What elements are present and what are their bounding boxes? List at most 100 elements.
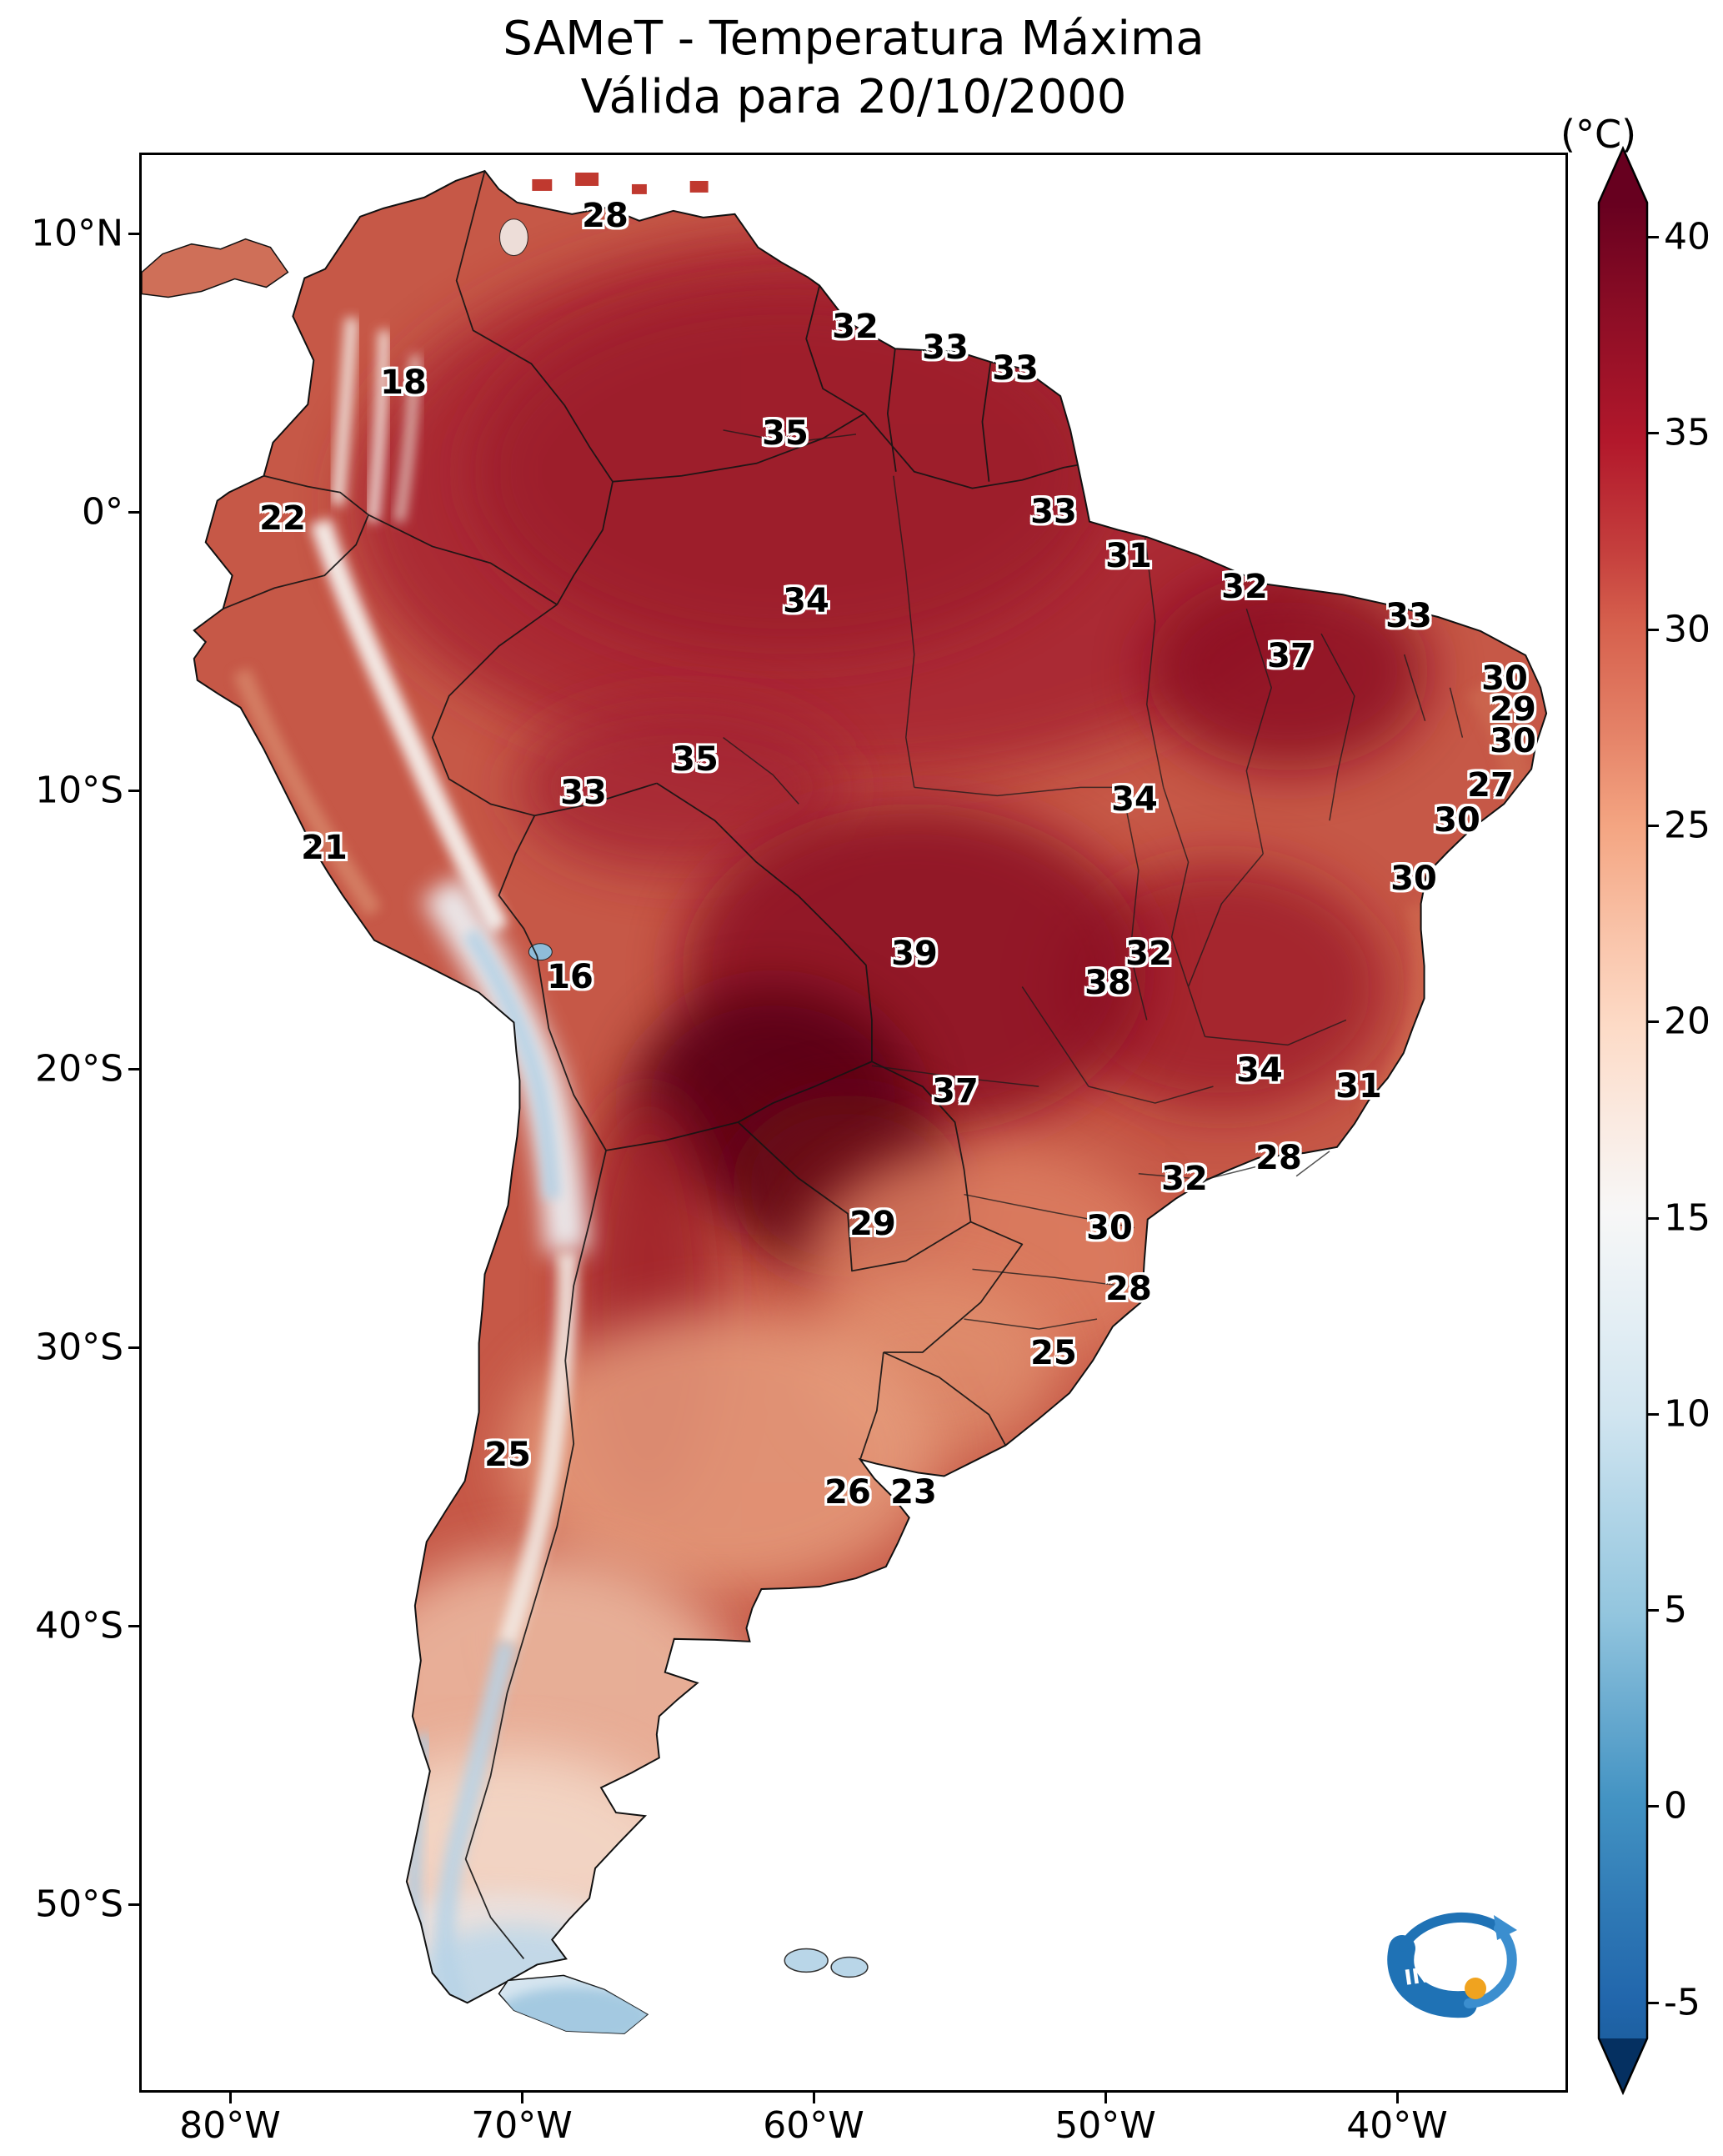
colorbar-tick-label: 5: [1664, 1588, 1687, 1632]
colorbar-tick-label: 0: [1664, 1784, 1687, 1828]
temperature-label: 34: [1236, 1051, 1283, 1090]
longitude-tick-mark: [813, 2093, 815, 2103]
temperature-label: 39: [891, 935, 938, 973]
colorbar-tick-mark: [1648, 1412, 1659, 1416]
temperature-label: 32: [1221, 568, 1268, 606]
panama-landmass: [142, 238, 289, 298]
latitude-tick-label: 20°S: [35, 1047, 123, 1091]
map-plot-area: INPE: [139, 153, 1568, 2093]
temperature-label: 37: [932, 1072, 979, 1111]
colorbar-tick-mark: [1648, 432, 1659, 435]
longitude-tick-mark: [521, 2093, 523, 2103]
longitude-tick-label: 60°W: [763, 2104, 864, 2147]
colorbar-tick-label: 25: [1664, 804, 1710, 847]
temperature-label: 29: [849, 1205, 896, 1243]
temperature-label: 18: [380, 364, 427, 402]
temperature-label: 27: [1467, 766, 1514, 805]
colorbar-tick-mark: [1648, 2001, 1659, 2004]
colorbar-extend-min: [1599, 2038, 1647, 2093]
colorbar-outline: [1597, 145, 1649, 2096]
inpe-logo-arrowhead: [1494, 1915, 1517, 1940]
title-line-1: SAMeT - Temperatura Máxima: [503, 12, 1205, 66]
inpe-logo-planet: [1465, 1978, 1486, 1999]
latitude-tick-label: 30°S: [35, 1326, 123, 1369]
temperature-label: 37: [1267, 637, 1314, 675]
temperature-label: 31: [1105, 537, 1152, 575]
colorbar-extend-max: [1599, 148, 1647, 203]
temperature-field: [193, 171, 1547, 2003]
colorbar-tick-label: 15: [1664, 1196, 1710, 1239]
colorbar-tick-label: 20: [1664, 1000, 1710, 1043]
colorbar-tick-mark: [1648, 1020, 1659, 1024]
country-borders: [223, 170, 1079, 1960]
longitude-tick-label: 80°W: [179, 2104, 281, 2147]
temperature-label: 30: [1481, 659, 1528, 698]
colorbar-tick-mark: [1648, 236, 1659, 238]
temperature-label: 33: [1030, 493, 1077, 531]
temperature-label: 34: [1111, 780, 1158, 819]
temperature-label: 22: [259, 499, 306, 538]
inpe-logo: INPE: [1387, 1912, 1517, 2018]
temperature-label: 25: [484, 1436, 531, 1474]
colorbar-tick-label: 35: [1664, 411, 1710, 454]
latitude-tick-mark: [128, 511, 139, 514]
inpe-logo-swirl: [1399, 1912, 1502, 1952]
colorbar-tick-label: 10: [1664, 1392, 1710, 1436]
temperature-label: 21: [301, 829, 348, 867]
falkland-islands: [784, 1948, 869, 1978]
temperature-label: 34: [783, 582, 829, 620]
south-america-map: [142, 170, 1548, 2034]
temperature-label: 32: [1161, 1160, 1208, 1198]
temperature-label: 30: [1086, 1209, 1133, 1247]
temperature-label: 30: [1490, 722, 1536, 760]
temperature-label: 23: [890, 1473, 937, 1512]
latitude-tick-mark: [128, 1068, 139, 1070]
latitude-tick-label: 50°S: [35, 1883, 123, 1926]
chart-title: SAMeT - Temperatura Máxima Válida para 2…: [139, 10, 1568, 127]
temperature-label: 28: [1255, 1139, 1302, 1177]
temperature-label: 25: [1030, 1334, 1077, 1372]
longitude-tick-mark: [1396, 2093, 1399, 2103]
temperature-label: 30: [1390, 860, 1437, 898]
temperature-label: 32: [832, 308, 879, 346]
latitude-tick-mark: [128, 1625, 139, 1627]
latitude-tick-label: 40°S: [35, 1604, 123, 1647]
temperature-label: 26: [824, 1473, 871, 1512]
temperature-label: 30: [1434, 801, 1480, 840]
colorbar-gradient: [1599, 203, 1647, 2038]
colorbar-tick-label: -5: [1664, 1981, 1700, 2024]
temperature-label: 28: [582, 197, 629, 235]
colorbar: [1597, 145, 1649, 2096]
temperature-label: 16: [547, 958, 594, 996]
colorbar-tick-label: 30: [1664, 608, 1710, 651]
longitude-tick-label: 70°W: [471, 2104, 573, 2147]
temperature-label: 31: [1335, 1067, 1382, 1106]
latitude-tick-label: 10°S: [35, 769, 123, 812]
caribbean-islands: [532, 173, 709, 194]
latitude-tick-mark: [128, 1903, 139, 1906]
latitude-tick-mark: [128, 790, 139, 792]
latitude-tick-label: 0°: [82, 490, 123, 534]
colorbar-tick-label: 40: [1664, 215, 1710, 258]
colorbar-tick-mark: [1648, 1805, 1659, 1808]
temperature-label: 33: [1385, 597, 1432, 635]
title-line-2: Válida para 20/10/2000: [580, 70, 1127, 124]
longitude-tick-label: 50°W: [1054, 2104, 1156, 2147]
temperature-label: 35: [762, 414, 809, 453]
inpe-logo-band: [1387, 1935, 1477, 2018]
temperature-label: 28: [1105, 1270, 1152, 1308]
temperature-label: 35: [672, 740, 719, 779]
latitude-tick-label: 10°N: [31, 212, 123, 255]
latitude-tick-mark: [128, 233, 139, 235]
temperature-label: 32: [1125, 935, 1172, 973]
colorbar-tick-mark: [1648, 1609, 1659, 1612]
colorbar-tick-mark: [1648, 824, 1659, 827]
temperature-label: 38: [1084, 964, 1131, 1002]
colorbar-tick-mark: [1648, 1216, 1659, 1220]
temperature-label: 33: [992, 349, 1039, 388]
temperature-label: 29: [1490, 690, 1536, 729]
inpe-logo-arrow-curve: [1464, 1923, 1517, 2008]
temperature-label: 33: [922, 328, 969, 367]
latitude-tick-mark: [128, 1346, 139, 1349]
